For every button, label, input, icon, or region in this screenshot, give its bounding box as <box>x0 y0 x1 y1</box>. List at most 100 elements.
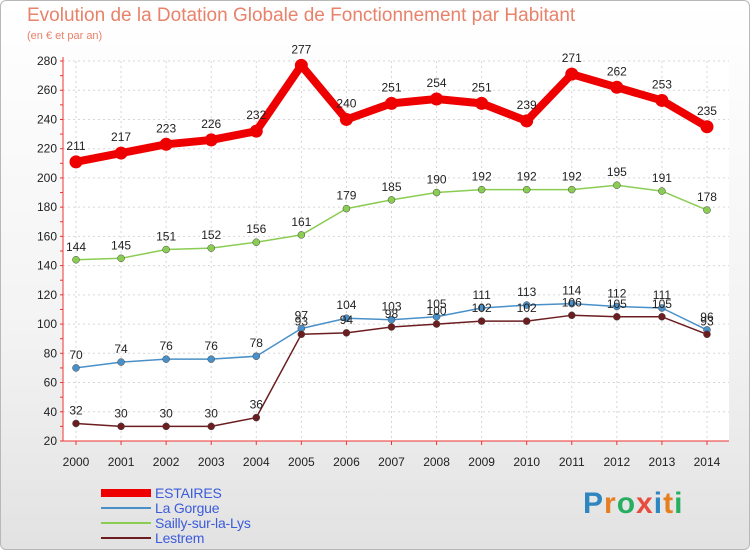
data-label: 30 <box>205 406 219 420</box>
data-label: 70 <box>69 348 83 362</box>
data-label: 240 <box>336 96 356 110</box>
data-point <box>72 256 80 264</box>
data-point <box>477 317 486 325</box>
y-tick-label: 60 <box>44 376 58 390</box>
data-point <box>522 185 531 194</box>
data-label: 195 <box>607 165 627 179</box>
legend: ESTAIRES La Gorgue Sailly-sur-la-Lys Lestre… <box>101 485 251 546</box>
chart-subtitle: (en € et par an) <box>27 30 103 42</box>
data-label: 253 <box>652 77 672 91</box>
x-tick-label: 2005 <box>288 455 315 469</box>
data-label: 102 <box>472 301 492 315</box>
logo-letter: x <box>636 487 654 520</box>
x-tick-label: 2009 <box>468 455 495 469</box>
data-label: 277 <box>291 42 311 56</box>
data-point <box>117 358 125 366</box>
data-label: 251 <box>472 80 492 94</box>
data-label: 30 <box>114 406 128 420</box>
data-point <box>568 311 576 320</box>
x-tick-label: 2003 <box>198 455 225 469</box>
y-tick-label: 180 <box>37 200 57 214</box>
data-point <box>252 413 261 422</box>
legend-swatch <box>101 506 151 509</box>
data-point <box>159 137 173 151</box>
data-label: 223 <box>156 121 176 135</box>
x-tick-label: 2011 <box>559 455 585 469</box>
data-label: 106 <box>562 295 582 309</box>
data-label: 190 <box>427 173 447 187</box>
x-tick-label: 2000 <box>63 455 90 469</box>
data-point <box>204 133 218 147</box>
data-point <box>207 355 215 363</box>
data-label: 145 <box>111 238 131 252</box>
data-point <box>162 422 170 431</box>
data-point <box>339 112 353 126</box>
data-point <box>568 299 576 308</box>
y-tick-label: 240 <box>37 112 57 126</box>
data-label: 93 <box>700 314 714 328</box>
data-point <box>655 93 669 107</box>
data-point <box>162 245 170 254</box>
data-label: 105 <box>427 297 447 311</box>
data-point <box>117 422 125 431</box>
data-point <box>207 244 215 252</box>
data-point <box>294 58 308 72</box>
legend-item: La Gorgue <box>101 500 251 516</box>
data-label: 111 <box>473 288 492 302</box>
data-point <box>384 96 398 110</box>
data-label: 97 <box>295 308 309 322</box>
y-tick-label: 280 <box>37 54 57 68</box>
data-label: 36 <box>250 398 264 412</box>
data-point <box>69 155 83 169</box>
data-point <box>568 185 576 194</box>
data-point <box>207 422 215 431</box>
x-tick-label: 2007 <box>378 455 405 469</box>
data-label: 192 <box>472 170 492 184</box>
data-point <box>387 196 396 204</box>
logo-letter: o <box>616 487 637 520</box>
data-point <box>477 304 486 312</box>
data-point <box>520 114 534 128</box>
data-point <box>342 329 351 337</box>
data-point <box>613 181 621 189</box>
x-tick-label: 2002 <box>153 455 180 469</box>
legend-item: ESTAIRES <box>101 485 251 501</box>
data-label: 226 <box>201 117 221 131</box>
y-tick-label: 40 <box>44 405 58 419</box>
data-label: 239 <box>517 98 537 112</box>
data-label: 254 <box>427 76 447 90</box>
data-label: 235 <box>697 104 717 118</box>
data-label: 112 <box>607 287 626 301</box>
data-label: 103 <box>381 300 401 314</box>
data-label: 98 <box>385 307 399 321</box>
data-label: 30 <box>159 406 173 420</box>
data-point <box>297 231 306 239</box>
data-point <box>249 124 263 138</box>
data-label: 32 <box>69 403 83 417</box>
data-point <box>658 313 666 321</box>
data-label: 232 <box>246 108 266 122</box>
data-point <box>430 92 444 106</box>
proxiti-logo: Proxiti <box>583 487 683 521</box>
data-label: 262 <box>607 64 627 78</box>
data-label: 114 <box>562 284 581 298</box>
y-tick-label: 120 <box>37 288 57 302</box>
data-point <box>432 313 441 321</box>
data-label: 113 <box>517 285 536 299</box>
data-point <box>700 120 714 134</box>
data-point <box>432 188 441 197</box>
data-point <box>658 304 666 312</box>
data-point <box>610 80 624 94</box>
data-point <box>72 364 80 372</box>
data-label: 105 <box>607 297 627 311</box>
y-tick-label: 20 <box>44 434 58 448</box>
data-label: 152 <box>201 228 221 242</box>
data-label: 74 <box>114 342 128 356</box>
data-point <box>613 302 621 311</box>
legend-swatch <box>101 536 151 539</box>
legend-swatch <box>101 488 151 497</box>
legend-swatch <box>101 521 151 524</box>
data-label: 211 <box>66 139 85 153</box>
legend-item: Lestrem <box>101 530 251 546</box>
